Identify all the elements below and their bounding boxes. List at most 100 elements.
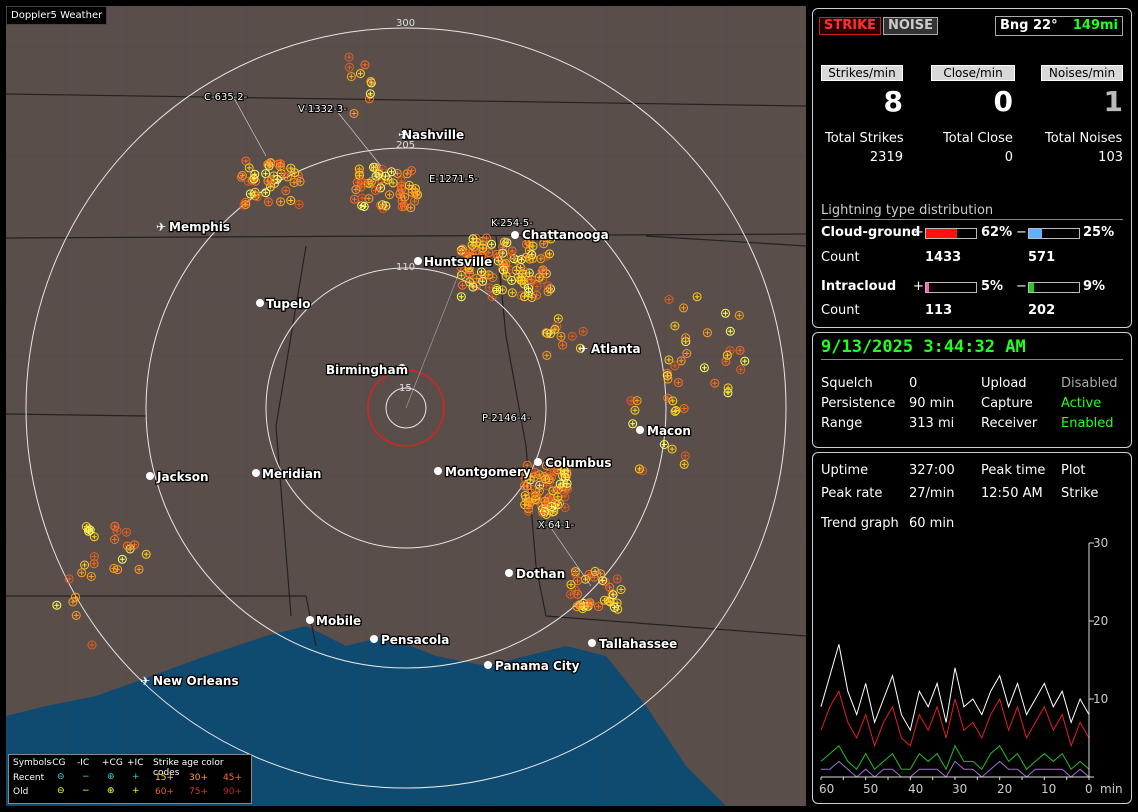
- noise-button[interactable]: NOISE: [883, 17, 939, 35]
- ic-count-label: Count: [821, 303, 860, 318]
- strike-symbol: [281, 186, 291, 196]
- strike-symbol: [236, 172, 246, 182]
- strike-symbol: [575, 343, 585, 353]
- strike-plus: [458, 294, 464, 300]
- strike-symbol: [501, 271, 511, 281]
- strike-plus: [723, 310, 728, 316]
- cloud-ground-label: Cloud-ground: [821, 225, 921, 240]
- strike-plus: [372, 164, 378, 170]
- strike-plus: [368, 78, 374, 84]
- strike-plus: [529, 278, 535, 284]
- strike-symbol: [404, 180, 414, 190]
- strike-symbol: [532, 282, 542, 291]
- strike-plus: [412, 198, 417, 204]
- legend-row-old: Old: [13, 787, 29, 797]
- x-tick-0: 0: [1085, 782, 1093, 796]
- strike-symbol: [513, 272, 523, 282]
- storm-label-v1332: V-1332-3-: [298, 104, 347, 115]
- strike-symbol: [534, 272, 544, 282]
- strike-plus: [524, 473, 530, 479]
- strike-plus: [369, 179, 375, 184]
- strike-plus: [362, 62, 368, 68]
- strike-symbol: [596, 569, 606, 579]
- city-macon: Macon: [636, 423, 692, 439]
- strike-plus: [292, 170, 298, 176]
- strike-symbol: [555, 479, 565, 489]
- strike-plus: [352, 196, 357, 202]
- city-birmingham: Birmingham: [325, 362, 410, 379]
- strike-plus: [470, 284, 476, 290]
- strike-symbol: [520, 292, 529, 302]
- strike-symbol: [402, 169, 412, 179]
- strike-symbol: [667, 444, 677, 454]
- strike-symbol: [630, 405, 640, 415]
- strike-symbol: [722, 350, 732, 360]
- strike-symbol: [344, 52, 354, 62]
- strike-plus: [348, 74, 354, 80]
- strike-plus: [486, 285, 492, 291]
- strike-plus: [560, 342, 566, 348]
- strike-plus: [672, 409, 678, 414]
- city-montgomery: Montgomery: [434, 464, 532, 480]
- strike-plus: [297, 178, 303, 184]
- lightning-map[interactable]: 300 205 110 15 Nashville ✈ Memphis ✈ Chatt…: [6, 6, 806, 806]
- strike-plus: [607, 599, 613, 605]
- strike-plus: [112, 537, 118, 542]
- strike-symbol: [110, 521, 120, 531]
- strike-plus: [586, 571, 592, 577]
- strike-plus: [265, 178, 271, 184]
- uptime-value: 327:00: [909, 463, 955, 478]
- strike-symbol: [545, 249, 554, 259]
- strike-plus: [532, 492, 538, 498]
- city-label-panama-city: Panama City: [495, 659, 580, 673]
- strike-symbol: [411, 188, 420, 198]
- strike-plus: [119, 556, 125, 562]
- neg-cg-icon: ⊖: [57, 772, 65, 782]
- strike-plus: [675, 380, 681, 386]
- strike-plus: [267, 160, 273, 166]
- strike-symbol: [367, 177, 377, 186]
- strike-plus: [409, 168, 415, 174]
- strike-symbol: [676, 356, 686, 366]
- strike-plus: [263, 171, 269, 177]
- plot-value[interactable]: Strike: [1061, 486, 1099, 501]
- strike-plus: [136, 566, 142, 572]
- strike-symbol: [555, 498, 564, 508]
- strike-plus: [243, 158, 249, 164]
- city-label-dothan: Dothan: [516, 567, 565, 581]
- pos-ic-old-icon: +: [132, 786, 140, 796]
- strike-symbol: [527, 276, 537, 286]
- total-noises-label: Total Noises: [1045, 131, 1123, 146]
- strike-plus: [515, 274, 521, 280]
- strike-symbol: [77, 568, 87, 578]
- y-tick-10: 10: [1093, 692, 1109, 706]
- strike-symbol: [472, 237, 482, 247]
- strike-plus: [530, 243, 536, 249]
- strike-plus: [406, 182, 412, 188]
- status-panel: 9/13/2025 3:44:32 AM Squelch 0 Upload Di…: [812, 332, 1132, 448]
- strike-plus: [666, 357, 672, 363]
- cg-pos-pct: 62%: [981, 225, 1013, 240]
- strike-plus: [555, 494, 561, 500]
- close-per-min-label: Close/min: [931, 65, 1015, 81]
- strike-plus: [596, 604, 601, 610]
- strike-symbol: [522, 471, 532, 481]
- strike-symbol: [573, 576, 582, 586]
- strike-symbol: [244, 163, 254, 173]
- strike-plus: [399, 204, 405, 210]
- strike-symbol: [543, 287, 553, 297]
- strike-symbol: [522, 460, 532, 470]
- strike-plus: [383, 173, 388, 179]
- strike-symbol: [387, 167, 396, 177]
- strike-symbol: [725, 346, 735, 356]
- strike-plus: [532, 469, 538, 475]
- strike-symbol: [130, 540, 139, 550]
- strike-button[interactable]: STRIKE: [819, 17, 882, 35]
- strike-symbol: [692, 292, 702, 302]
- strike-symbol: [275, 162, 285, 171]
- strike-plus: [532, 497, 538, 502]
- strike-symbol: [388, 178, 398, 188]
- strike-plus: [524, 462, 530, 468]
- strike-plus: [543, 330, 549, 336]
- strike-symbol: [532, 290, 542, 300]
